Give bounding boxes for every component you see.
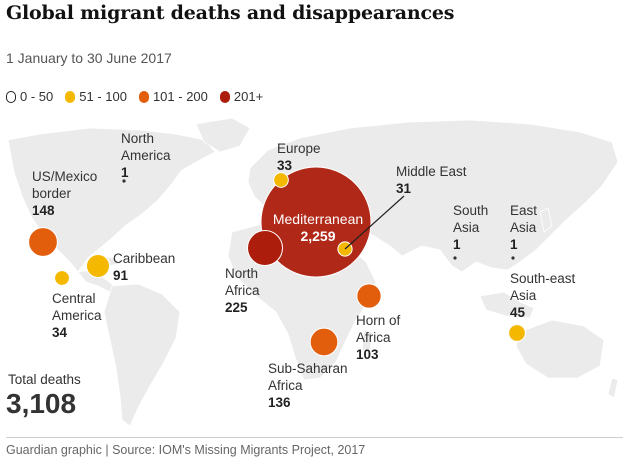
label-caribbean: Caribbean 91 [113,251,176,283]
legend-item-high: 101 - 200 [138,89,208,104]
legend-item-mid: 51 - 100 [65,89,127,104]
label-north-africa: North Africa 225 [225,266,260,315]
legend-label-low: 0 - 50 [20,89,54,104]
south-asia-dot [453,256,457,260]
legend-item-top: 201+ [219,89,264,104]
label-south-asia: South Asia 1 [453,203,489,252]
page-title: Global migrant deaths and disappearances [6,2,455,24]
legend-swatch-high [138,90,149,103]
label-middle-east: Middle East 31 [396,164,467,196]
bubble-caribbean [86,254,110,278]
bubble-central-america [54,270,70,286]
subtitle: 1 January to 30 June 2017 [6,50,172,66]
footer-divider [6,437,623,438]
bubble-sub-saharan-africa [309,327,339,357]
label-europe: Europe 33 [277,141,321,173]
legend: 0 - 50 51 - 100 101 - 200 201+ [6,89,263,104]
landmass-japan [539,207,553,233]
legend-label-high: 101 - 200 [152,89,208,104]
label-south-east-asia: South-east Asia 45 [510,271,576,320]
total-deaths-label: Total deaths [8,372,81,387]
bubble-us-mexico-border [28,227,58,257]
landmass-australia [515,319,605,379]
legend-label-top: 201+ [233,89,264,104]
north-america-dot [122,179,126,183]
bubble-north-africa [247,230,283,266]
east-asia-dot [511,256,515,260]
landmass-south-america [103,283,181,427]
landmass-madagascar [361,329,373,353]
legend-item-low: 0 - 50 [6,89,53,104]
bubble-europe [273,172,289,188]
bubble-horn-of-africa [356,283,382,309]
label-north-america: North America 1 [121,131,171,180]
landmass-greenland [195,117,251,153]
bubble-south-east-asia [508,324,526,342]
label-horn-of-africa: Horn of Africa 103 [356,313,401,362]
legend-label-mid: 51 - 100 [79,89,127,104]
source-credit: Guardian graphic | Source: IOM's Missing… [6,443,366,457]
label-central-america: Central America 34 [52,291,102,340]
middle-east-leader-line [344,195,405,250]
label-sub-saharan-africa: Sub-Saharan Africa 136 [268,361,348,410]
legend-swatch-mid [65,90,76,103]
landmass-south-east-asia [479,291,535,319]
bubbles-layer [28,166,526,357]
total-deaths-value: 3,108 [6,388,77,419]
legend-swatch-low [6,90,16,103]
label-east-asia: East Asia 1 [510,203,538,252]
landmass-new-zealand [607,377,619,399]
legend-swatch-top [219,90,230,103]
world-map [7,117,619,427]
label-mediterranean: Mediterranean 2,259 [272,211,364,244]
label-us-mexico-border: US/Mexico border 148 [32,169,98,218]
